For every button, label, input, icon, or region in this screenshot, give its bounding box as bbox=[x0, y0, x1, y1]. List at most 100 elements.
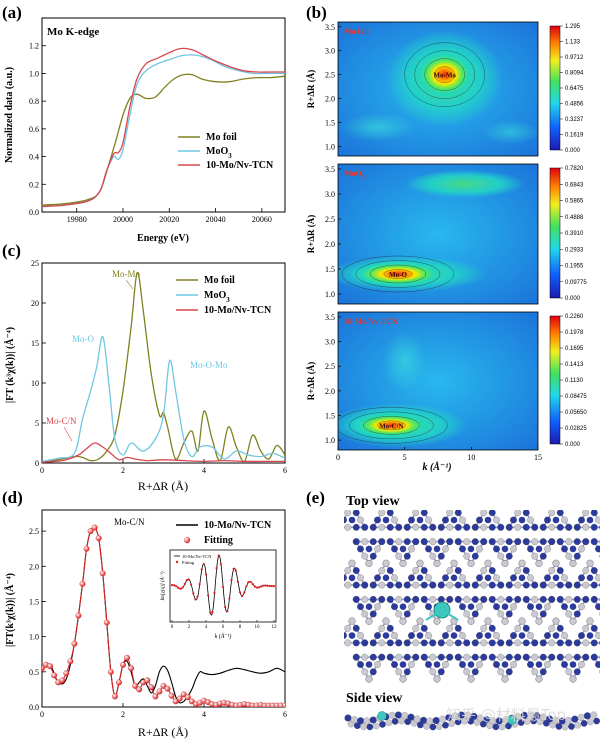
c-atom bbox=[480, 581, 488, 589]
fit-point bbox=[172, 698, 179, 705]
mo-n-bond bbox=[441, 609, 459, 621]
heatmap-annotation: Mo-Mo bbox=[433, 72, 456, 80]
n-atom bbox=[412, 596, 420, 603]
fit-point bbox=[168, 692, 175, 699]
c-atom bbox=[350, 716, 358, 724]
inset-fit-point bbox=[241, 594, 244, 598]
inset-fit-point bbox=[224, 606, 227, 609]
n-atom bbox=[403, 581, 411, 589]
c-atom bbox=[399, 617, 407, 625]
bond bbox=[508, 510, 521, 528]
n-atom bbox=[369, 596, 377, 603]
n-atom bbox=[505, 596, 513, 603]
n-atom bbox=[578, 632, 585, 639]
n-atom bbox=[531, 581, 539, 589]
c-atom bbox=[463, 596, 471, 603]
fit-point bbox=[128, 665, 135, 672]
n-atom bbox=[578, 574, 585, 582]
c-atom bbox=[451, 502, 458, 509]
panel-b-xlabel: k (Å⁻¹) bbox=[422, 461, 451, 473]
c-atom bbox=[442, 545, 449, 553]
n-atom bbox=[578, 516, 585, 524]
panel-a-series bbox=[42, 47, 285, 208]
c-atom bbox=[378, 567, 386, 574]
n-atom bbox=[374, 516, 381, 524]
c-atom bbox=[361, 596, 369, 603]
bond bbox=[523, 510, 536, 528]
y-tick-label: 3.5 bbox=[325, 313, 335, 322]
n-atom bbox=[595, 661, 600, 668]
n-atom bbox=[493, 545, 500, 553]
c-atom bbox=[448, 720, 456, 727]
n-atom bbox=[522, 567, 530, 574]
c-atom bbox=[426, 717, 434, 725]
bond bbox=[474, 510, 487, 528]
bond bbox=[440, 620, 455, 644]
annotation-mo-cn: Mo-C/N bbox=[46, 416, 77, 426]
n-atom bbox=[492, 723, 500, 731]
n-atom bbox=[412, 538, 420, 546]
annotation-mo-mo-pointer bbox=[125, 279, 134, 290]
y-tick-label: 0.6 bbox=[29, 125, 39, 134]
n-atom bbox=[386, 523, 394, 531]
colorbar bbox=[549, 167, 561, 299]
n-atom bbox=[361, 639, 369, 647]
bond bbox=[572, 599, 587, 622]
c-atom bbox=[501, 617, 509, 625]
series-line-2 bbox=[42, 442, 285, 463]
c-atom bbox=[429, 538, 437, 546]
colorbar-tick-label: 0.1619 bbox=[565, 133, 584, 139]
n-atom bbox=[450, 574, 458, 582]
fit-point bbox=[99, 570, 106, 577]
n-atom bbox=[580, 720, 588, 727]
n-atom bbox=[454, 596, 462, 603]
n-atom bbox=[467, 661, 475, 668]
x-tick-label: 0 bbox=[336, 453, 340, 462]
c-atom bbox=[412, 581, 420, 589]
y-tick-label: 0.5 bbox=[29, 668, 39, 677]
n-atom bbox=[344, 714, 352, 722]
inset-fit-point bbox=[236, 580, 239, 583]
c-atom bbox=[374, 545, 381, 553]
n-atom bbox=[556, 596, 564, 603]
annotation-mo-cn-pointer bbox=[63, 426, 73, 442]
inset-fit-point bbox=[245, 585, 248, 588]
n-atom bbox=[425, 661, 432, 668]
panel-b: (b) Mo foil Mo-Mo 1.0 1.5 2.0 2.5 3.0 3.5 R+ΔR (… bbox=[306, 3, 587, 473]
contour-line bbox=[383, 269, 413, 279]
annotation-mo-o-mo: Mo-O-Mo bbox=[190, 360, 228, 370]
fit-point bbox=[67, 658, 74, 665]
c-atom bbox=[446, 510, 454, 517]
n-atom bbox=[484, 574, 492, 582]
n-atom bbox=[403, 610, 411, 618]
n-atom bbox=[505, 523, 513, 531]
c-atom bbox=[587, 502, 594, 509]
c-atom bbox=[561, 574, 568, 582]
bond bbox=[559, 541, 574, 564]
panel-d-label: (d) bbox=[2, 488, 23, 507]
panel-a-ticks: 19980 20000 20020 20040 20060 0.0 0.2 0.4 0.6 0.8… bbox=[29, 42, 272, 224]
y-tick-label: 15 bbox=[31, 339, 39, 348]
n-atom bbox=[590, 523, 598, 531]
n-atom bbox=[454, 639, 462, 647]
bond bbox=[355, 656, 370, 680]
inset-fit-point bbox=[255, 586, 259, 589]
c-atom bbox=[497, 610, 505, 618]
n-atom bbox=[391, 603, 398, 611]
bond bbox=[385, 620, 400, 644]
c-atom bbox=[552, 617, 560, 625]
series-line-1 bbox=[42, 54, 285, 208]
n-atom bbox=[412, 653, 420, 661]
c-atom bbox=[408, 603, 415, 611]
c-atom bbox=[361, 610, 369, 618]
n-atom bbox=[544, 574, 551, 582]
panel-e: (e) Top view Side view 知乎 @材料最Top bbox=[306, 488, 600, 731]
n-atom bbox=[488, 538, 496, 546]
n-atom bbox=[522, 581, 530, 589]
inset-fit-point bbox=[264, 584, 267, 587]
heatmap-0: Mo foil Mo-Mo 1.0 1.5 2.0 2.5 3.0 3.5 R+ΔR (Å) 1.… bbox=[306, 21, 584, 157]
n-atom bbox=[369, 639, 377, 647]
colorbar-tick-label: 0.1955 bbox=[565, 264, 584, 270]
n-atom bbox=[569, 603, 577, 610]
